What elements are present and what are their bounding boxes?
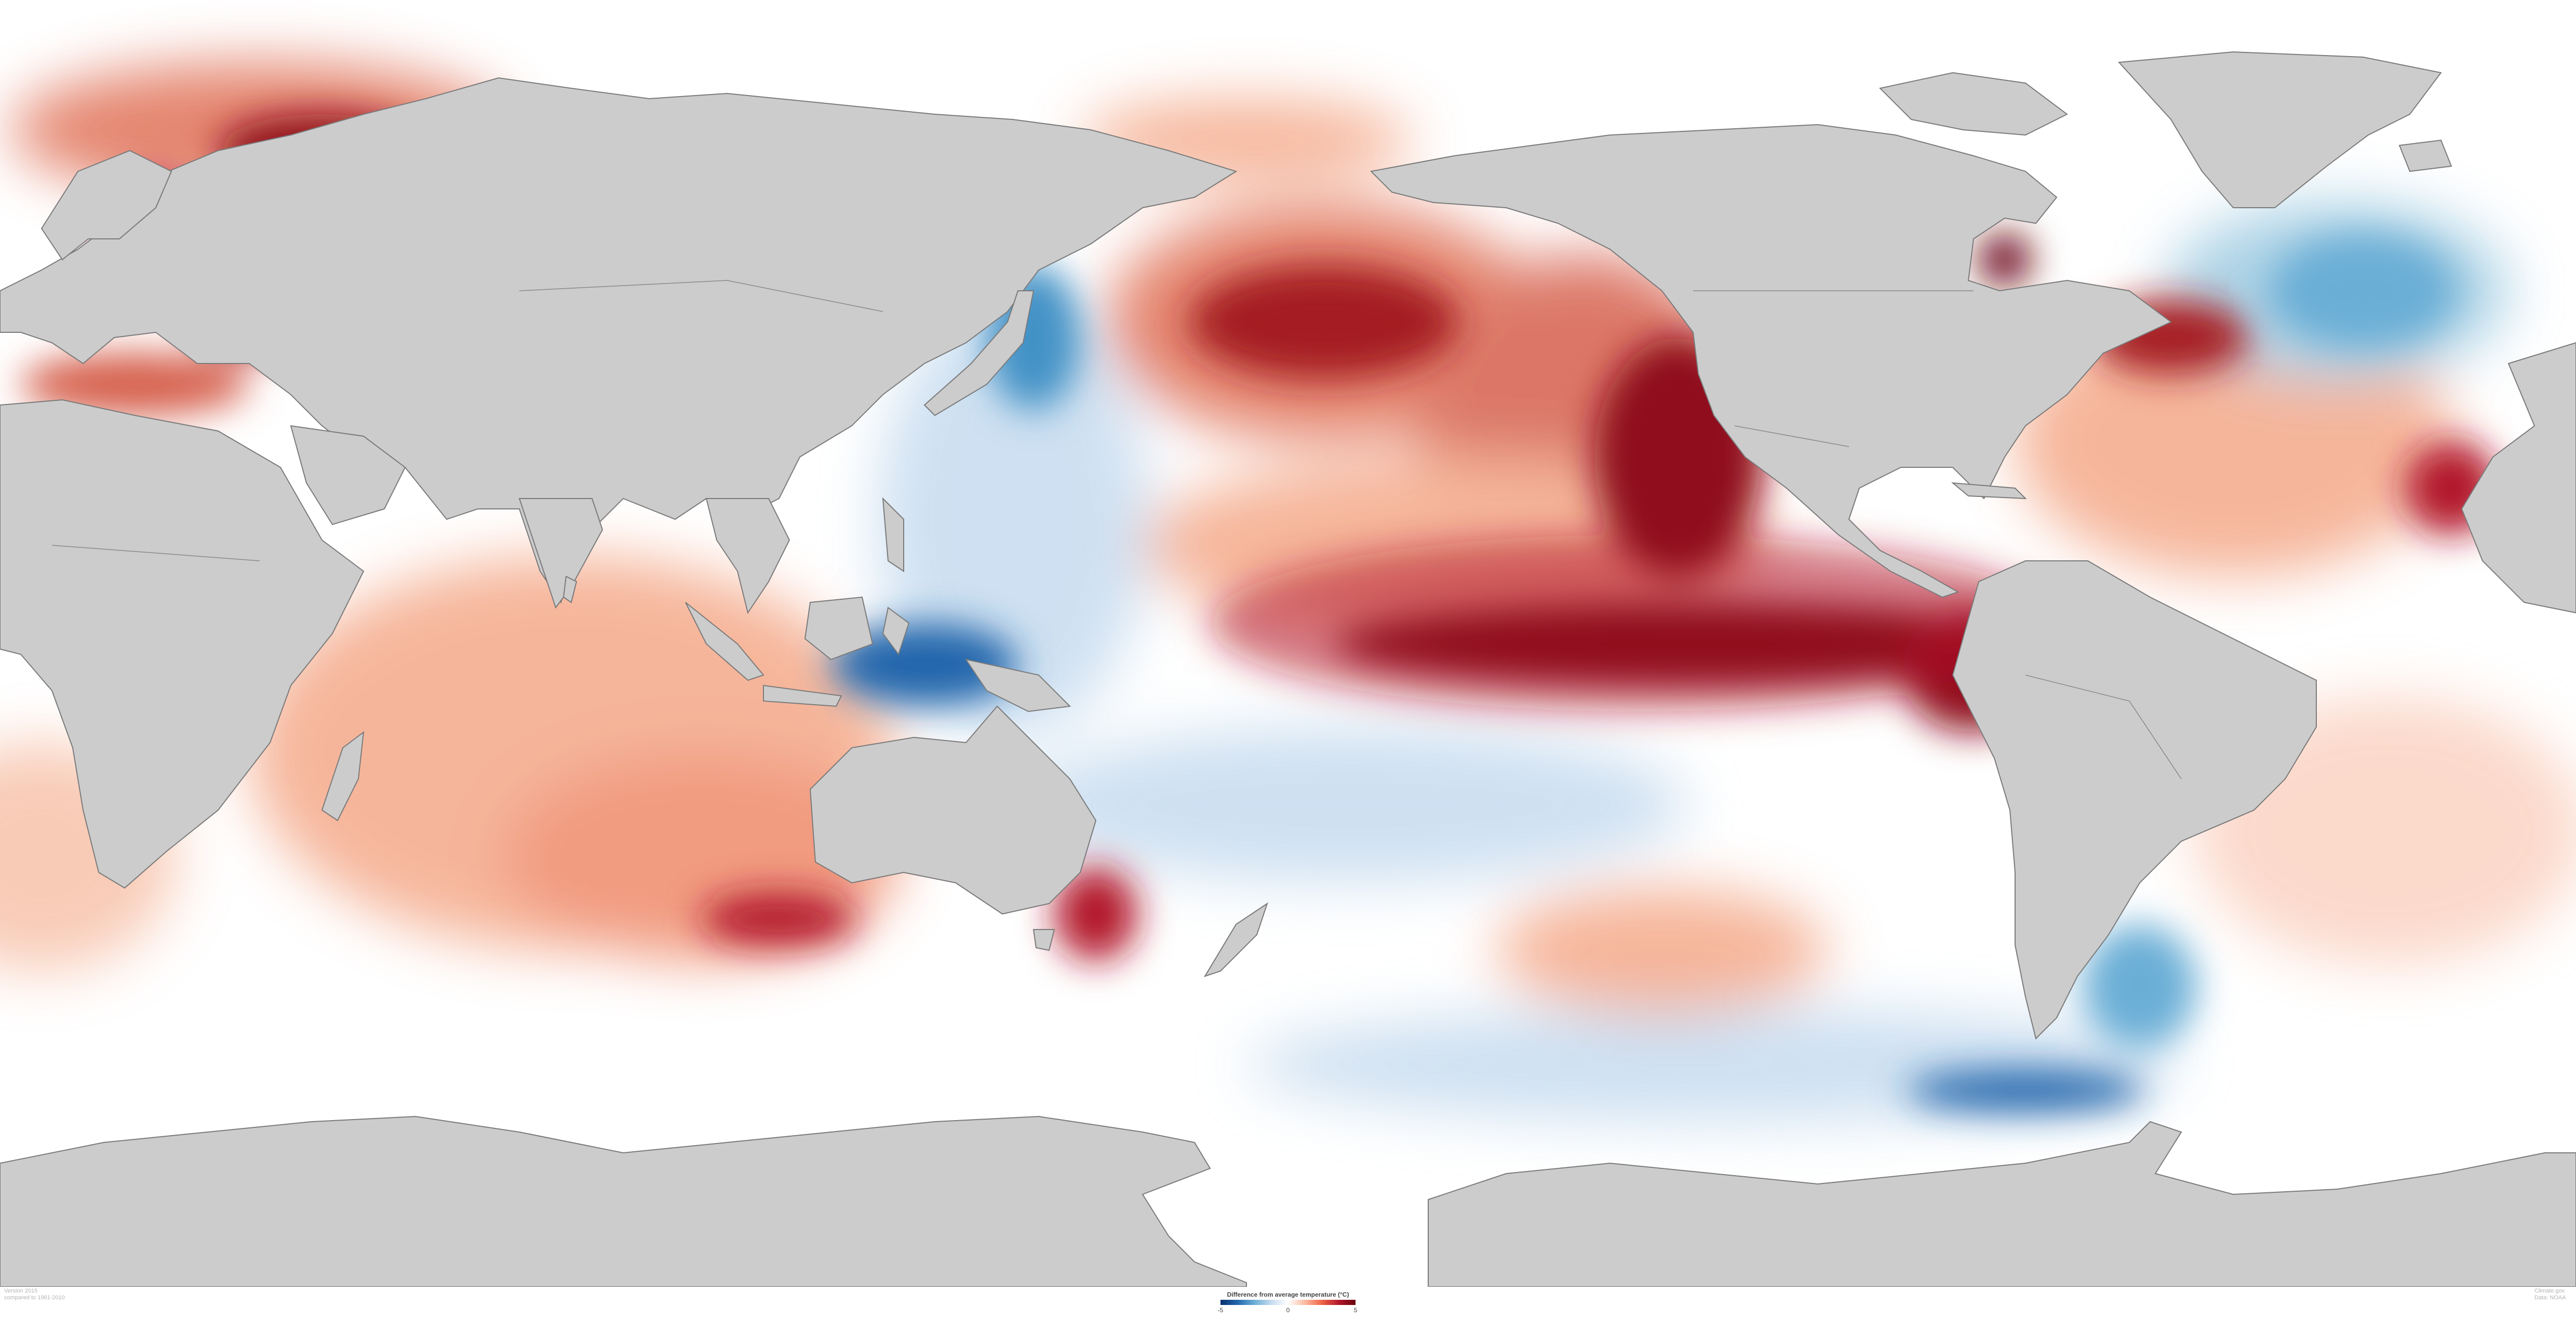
land-south-america: [1952, 560, 2317, 1040]
legend-min-label: -5: [1217, 1307, 1224, 1314]
land-madagascar: [321, 731, 365, 822]
land-cuba: [1951, 482, 2027, 500]
land-antarctica-east: [1428, 1121, 2576, 1287]
land-africa: [0, 399, 365, 889]
credit-right-line2: Data: NOAA: [2534, 1295, 2566, 1301]
land-sri-lanka: [562, 575, 578, 603]
land-australia: [809, 705, 1097, 915]
border-africa-mid: [51, 545, 260, 561]
anomaly-cool-labrador: [2270, 234, 2457, 348]
land-tasmania: [1032, 929, 1055, 951]
legend-max-label: 5: [1353, 1307, 1358, 1314]
land-eurasia: [0, 77, 1238, 604]
land-indochina: [705, 498, 790, 614]
land-sumatra: [685, 602, 764, 681]
land-new-guinea: [964, 658, 1071, 712]
anomaly-cool-drake: [1906, 1070, 2145, 1111]
anomaly-warm-southwest-australia: [701, 893, 857, 945]
land-philippines: [882, 497, 904, 572]
land-greenland: [2117, 51, 2442, 208]
land-arabia: [290, 425, 406, 526]
anomaly-warm-north-pacific-core: [1189, 265, 1459, 379]
land-japan: [923, 290, 1035, 416]
legend-mid-label: 0: [1286, 1307, 1290, 1314]
anomaly-warm-hudson: [1979, 234, 2031, 286]
legend-color-bar: [1220, 1300, 1356, 1305]
land-iberia-right: [2461, 342, 2576, 614]
credit-left-line1: Version 2015: [4, 1288, 38, 1294]
land-antarctica-west: [0, 1115, 1247, 1287]
border-russia-china: [519, 280, 883, 312]
anomaly-warm-tasman: [1054, 867, 1137, 961]
border-us-mexico: [1734, 425, 1849, 447]
credit-right-line1: Climate.gov: [2534, 1288, 2565, 1294]
anomaly-cool-south-pacific: [1013, 727, 1688, 883]
land-canadian-arctic: [1879, 72, 2068, 136]
border-lines: [51, 280, 2182, 779]
land-layer: [0, 51, 2576, 1287]
credit-left-line2: compared to 1981-2010: [4, 1295, 65, 1301]
land-iceland: [2398, 139, 2452, 172]
anomaly-cool-indonesia: [831, 623, 1018, 706]
border-brazil: [2025, 675, 2182, 779]
land-borneo: [804, 596, 874, 661]
land-new-zealand: [1203, 902, 1268, 977]
land-sulawesi: [882, 607, 910, 656]
land-north-america: [1370, 124, 2172, 598]
anomaly-el-nino-halo: [1210, 535, 2062, 711]
anomaly-warm-mediterranean: [21, 353, 249, 415]
sea-surface-temperature-anomaly-map: [0, 51, 2576, 1287]
anomaly-warm-south-pacific: [1496, 888, 1828, 1013]
anomaly-cool-argentina: [2083, 924, 2197, 1049]
land-java: [763, 684, 842, 707]
legend-title: Difference from average temperature (°C): [1227, 1291, 1349, 1298]
land-scandinavia: [41, 150, 172, 261]
